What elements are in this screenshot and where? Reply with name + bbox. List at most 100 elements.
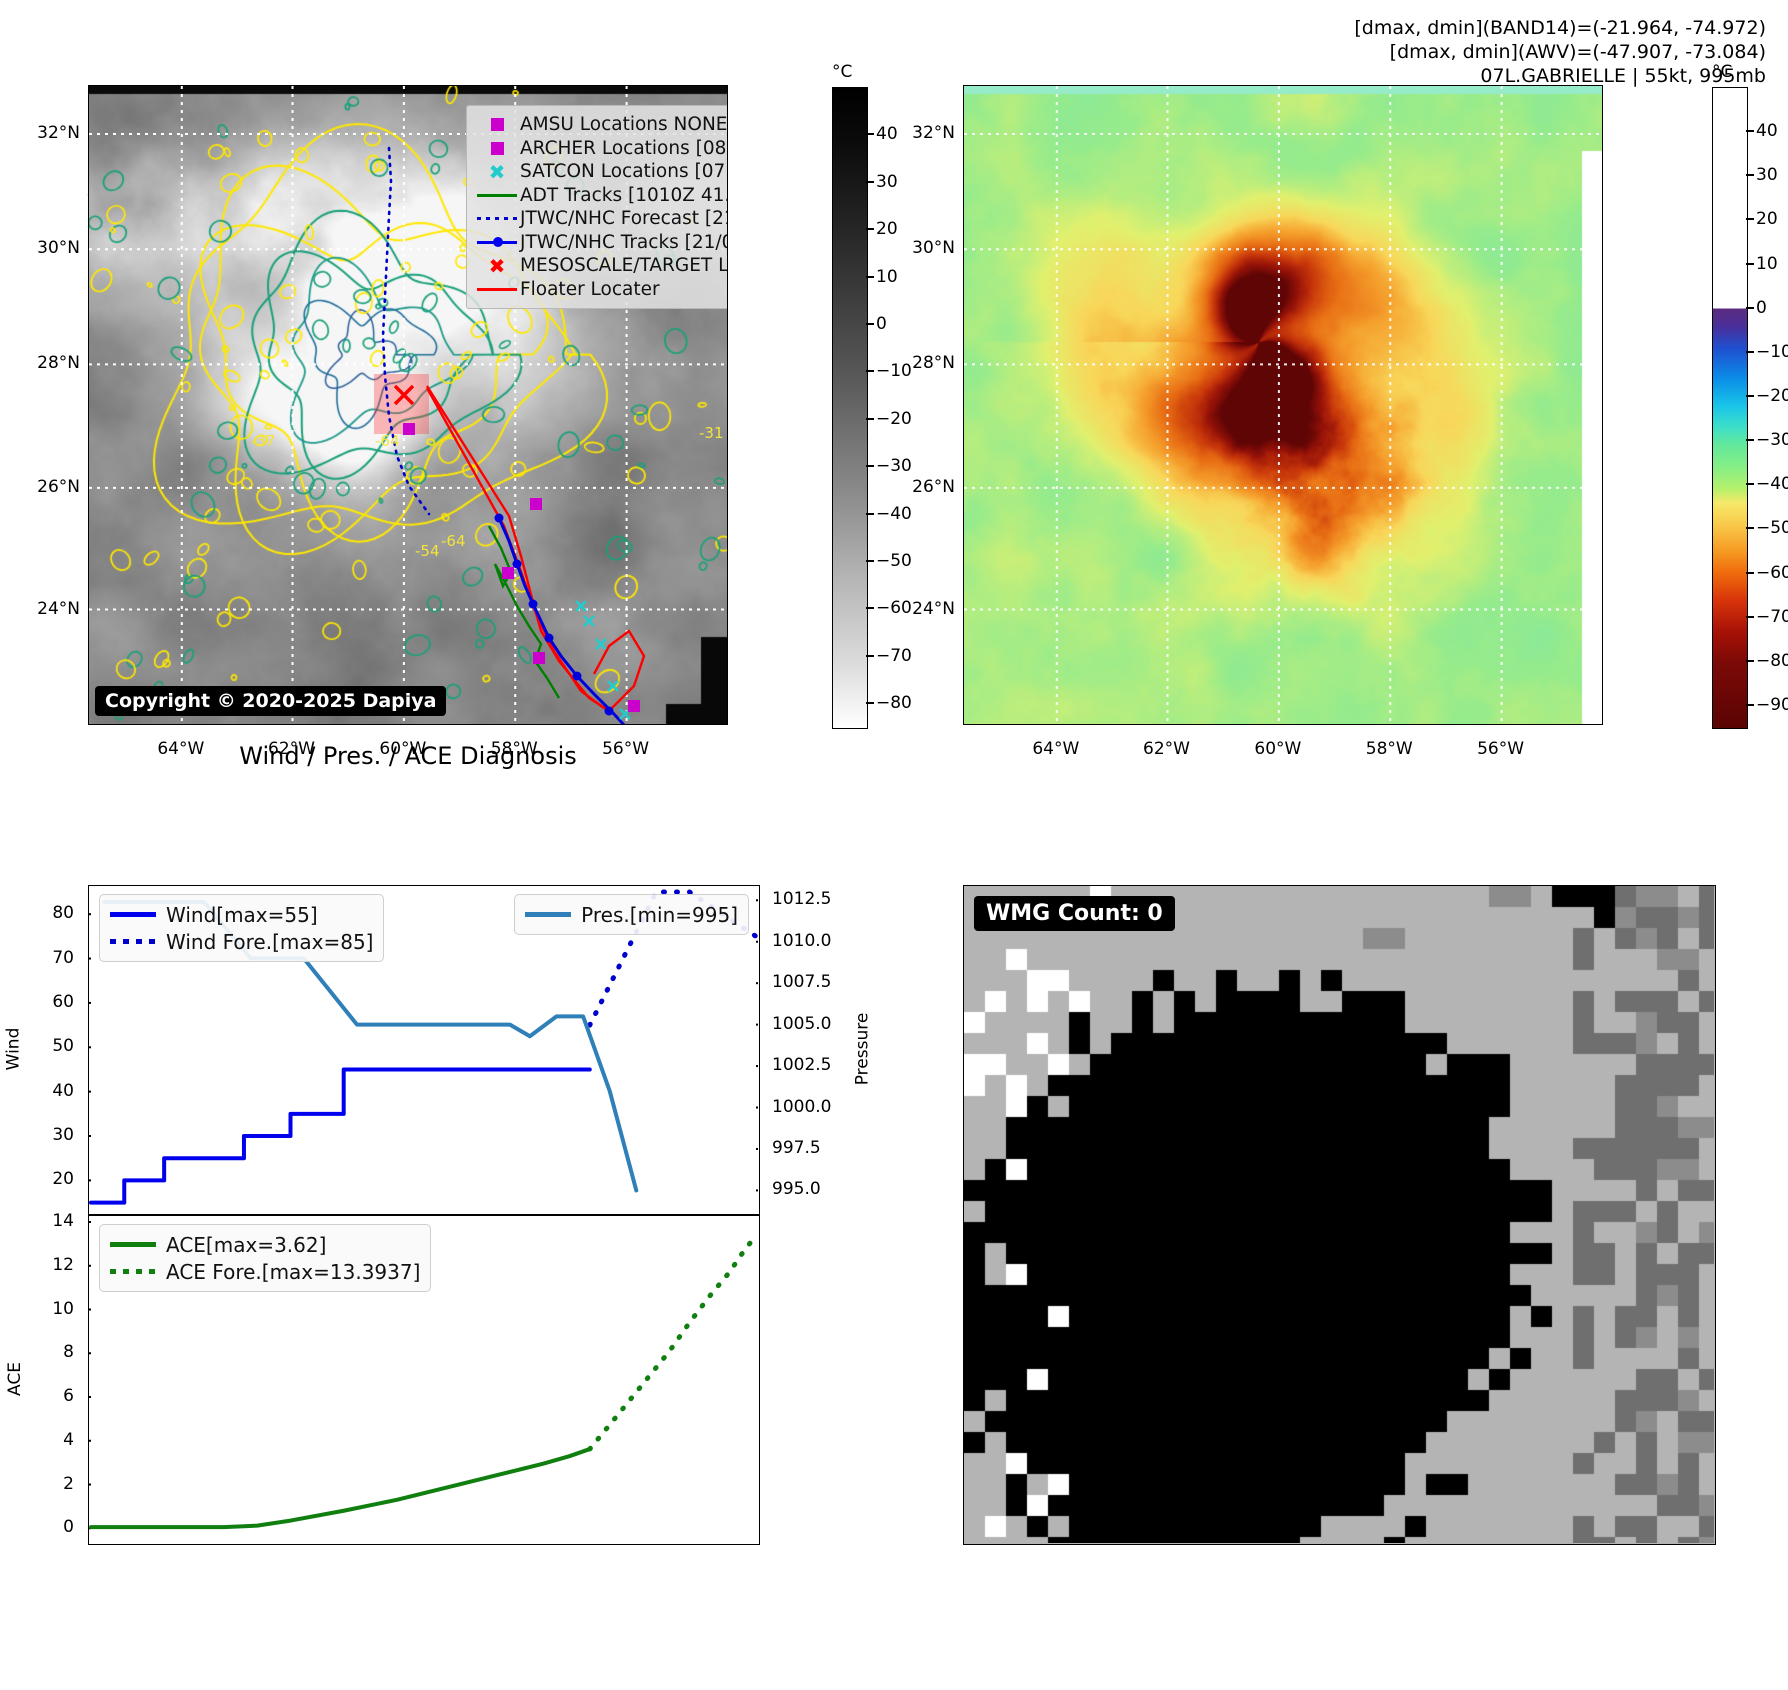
wind-y-tick: 80 — [52, 903, 74, 924]
legend-item[interactable]: AMSU Locations NONE — [474, 113, 728, 137]
line-marker-icon — [525, 912, 572, 917]
colorbar-right-unit: °C — [1712, 62, 1733, 82]
colorbar-left-tick: 10 — [876, 266, 898, 287]
wmg-count-badge: WMG Count: 0 — [974, 896, 1175, 931]
ir-lon-tick: 58°W — [490, 739, 538, 759]
awv-lon-tick: 60°W — [1254, 739, 1302, 759]
colorbar-left-tickmark — [866, 370, 874, 373]
square-marker-icon — [490, 141, 504, 155]
colorbar-left-tickmark — [866, 512, 874, 515]
colorbar-right-tick: −50 — [1756, 518, 1788, 539]
ace-y-tick: 10 — [52, 1298, 74, 1319]
svg-text:-31: -31 — [699, 424, 724, 442]
colorbar-left-tickmark — [866, 133, 874, 136]
colorbar-right-tick: −20 — [1756, 385, 1788, 406]
colorbar-left-tickmark — [866, 323, 874, 326]
wind-y-tick: 50 — [52, 1036, 74, 1057]
ir-lat-tick: 28°N — [37, 353, 80, 374]
colorbar-right-tick: −70 — [1756, 606, 1788, 627]
legend-item[interactable]: JTWC/NHC Tracks [21/0600Z] — [474, 231, 727, 255]
ace-y-tick: 4 — [63, 1429, 74, 1450]
colorbar-right-tickmark — [1746, 659, 1754, 662]
colorbar-left-tick: −80 — [876, 693, 912, 714]
awv-satellite-panel[interactable] — [963, 85, 1603, 725]
legend-item-label: AMSU Locations NONE — [520, 114, 728, 136]
ace-plot — [89, 1221, 758, 1530]
colorbar-right-tickmark — [1746, 130, 1754, 133]
ace-chart-legend[interactable]: ACE[max=3.62] ACE Fore.[max=13.3937] — [99, 1224, 432, 1292]
ace-y-tick: 14 — [52, 1211, 74, 1231]
ir-lon-tick: 64°W — [157, 739, 205, 759]
awv-lon-tick: 56°W — [1477, 739, 1525, 759]
line-marker-icon — [110, 1242, 156, 1247]
colorbar-left-tick: 20 — [876, 219, 898, 240]
wind-y-tick: 40 — [52, 1080, 74, 1101]
pressure-y-tick: 1010.0 — [772, 930, 832, 951]
awv-lon-tick: 64°W — [1032, 739, 1080, 759]
dmax-dmin-awv: [dmax, dmin](AWV)=(-47.907, -73.084) — [1389, 41, 1766, 63]
legend-item-label: Wind Fore.[max=85] — [166, 929, 374, 954]
awv-lon-tick: 58°W — [1365, 739, 1413, 759]
pressure-y-tick: 1005.0 — [772, 1013, 832, 1034]
ace-chart[interactable]: ACE[max=3.62] ACE Fore.[max=13.3937] — [88, 1215, 760, 1545]
wind-pressure-chart[interactable]: Wind[max=55] Wind Fore.[max=85] Pres.[min… — [88, 885, 760, 1215]
wind-y-tick: 60 — [52, 991, 74, 1012]
legend-item-label: Pres.[min=995] — [581, 902, 738, 927]
ir-lat-tick: 30°N — [37, 238, 80, 259]
ir-satellite-panel[interactable]: -31 -37 -54 -64 -64 AMSU Locations NONE ARCHE… — [88, 85, 728, 725]
line-marker-icon — [477, 287, 517, 291]
colorbar-left-unit: °C — [832, 62, 853, 82]
colorbar-left-tickmark — [866, 654, 874, 657]
colorbar-right-tickmark — [1746, 262, 1754, 265]
colorbar-right-tick: −40 — [1756, 474, 1788, 495]
wind-y-tick: 20 — [52, 1169, 74, 1190]
legend-item-label: JTWC/NHC Tracks [21/0600Z] — [520, 231, 727, 253]
header-info: [dmax, dmin](BAND14)=(-21.964, -74.972) … — [1354, 16, 1766, 88]
ir-lon-tick: 56°W — [602, 739, 650, 759]
awv-lon-tick: 62°W — [1143, 739, 1190, 759]
legend-item-label: ACE[max=3.62] — [166, 1232, 327, 1257]
legend-item-label: Floater Locater — [520, 278, 660, 300]
legend-item[interactable]: JTWC/NHC Forecast [21/0600Z] — [474, 207, 727, 231]
colorbar-left-tick: −50 — [876, 551, 912, 572]
colorbar-right-tickmark — [1746, 703, 1754, 706]
legend-item[interactable]: Pres.[min=995] — [525, 901, 738, 928]
ace-y-tick: 2 — [63, 1473, 74, 1494]
ace-y-tick: 8 — [63, 1342, 74, 1363]
pressure-axis-title: Pressure — [852, 1012, 873, 1085]
legend-item-label: MESOSCALE/TARGET Location — [520, 255, 728, 277]
dotted-line-marker-icon — [110, 1269, 156, 1274]
wind-chart-legend[interactable]: Wind[max=55] Wind Fore.[max=85] — [99, 894, 385, 962]
colorbar-left-tickmark — [866, 702, 874, 705]
dotted-line-marker-icon — [477, 217, 517, 221]
legend-item[interactable]: ACE[max=3.62] — [110, 1231, 420, 1258]
colorbar-right-tickmark — [1746, 350, 1754, 353]
legend-item-label: SATCON Locations [0710Z 52 998] — [520, 161, 727, 183]
legend-item[interactable]: ✖ SATCON Locations [0710Z 52 998] — [474, 160, 727, 184]
legend-item[interactable]: ARCHER Locations [0839Z] — [474, 137, 727, 161]
awv-lat-tick: 26°N — [912, 476, 955, 497]
legend-item[interactable]: Floater Locater — [474, 278, 727, 302]
colorbar-right-tick: 0 — [1756, 297, 1767, 318]
legend-item[interactable]: ADT Tracks [1010Z 41.0 999.5] — [474, 184, 727, 208]
legend-item[interactable]: Wind[max=55] — [110, 901, 373, 928]
legend-item[interactable]: ACE Fore.[max=13.3937] — [110, 1258, 420, 1285]
legend-item-label: ARCHER Locations [0839Z] — [520, 137, 727, 159]
wmg-mask-panel[interactable]: WMG Count: 0 — [963, 885, 1716, 1545]
legend-item-label: ADT Tracks [1010Z 41.0 999.5] — [520, 184, 727, 206]
legend-item[interactable]: Wind Fore.[max=85] — [110, 928, 373, 955]
colorbar-left-tickmark — [866, 417, 874, 420]
colorbar-left-tickmark — [866, 180, 874, 183]
pressure-y-tick: 1007.5 — [772, 972, 832, 993]
colorbar-left-tick: −60 — [876, 598, 912, 619]
pressure-chart-legend[interactable]: Pres.[min=995] — [514, 894, 749, 935]
colorbar-right-tick: 30 — [1756, 165, 1778, 186]
colorbar-left-tick: −10 — [876, 361, 912, 382]
legend-item[interactable]: ✖ MESOSCALE/TARGET Location — [474, 254, 728, 278]
svg-text:-64: -64 — [375, 432, 400, 450]
ace-y-tick: 0 — [63, 1517, 74, 1538]
colorbar-right-tickmark — [1746, 174, 1754, 177]
colorbar-right-tick: −10 — [1756, 341, 1788, 362]
wind-y-tick: 70 — [52, 947, 74, 968]
